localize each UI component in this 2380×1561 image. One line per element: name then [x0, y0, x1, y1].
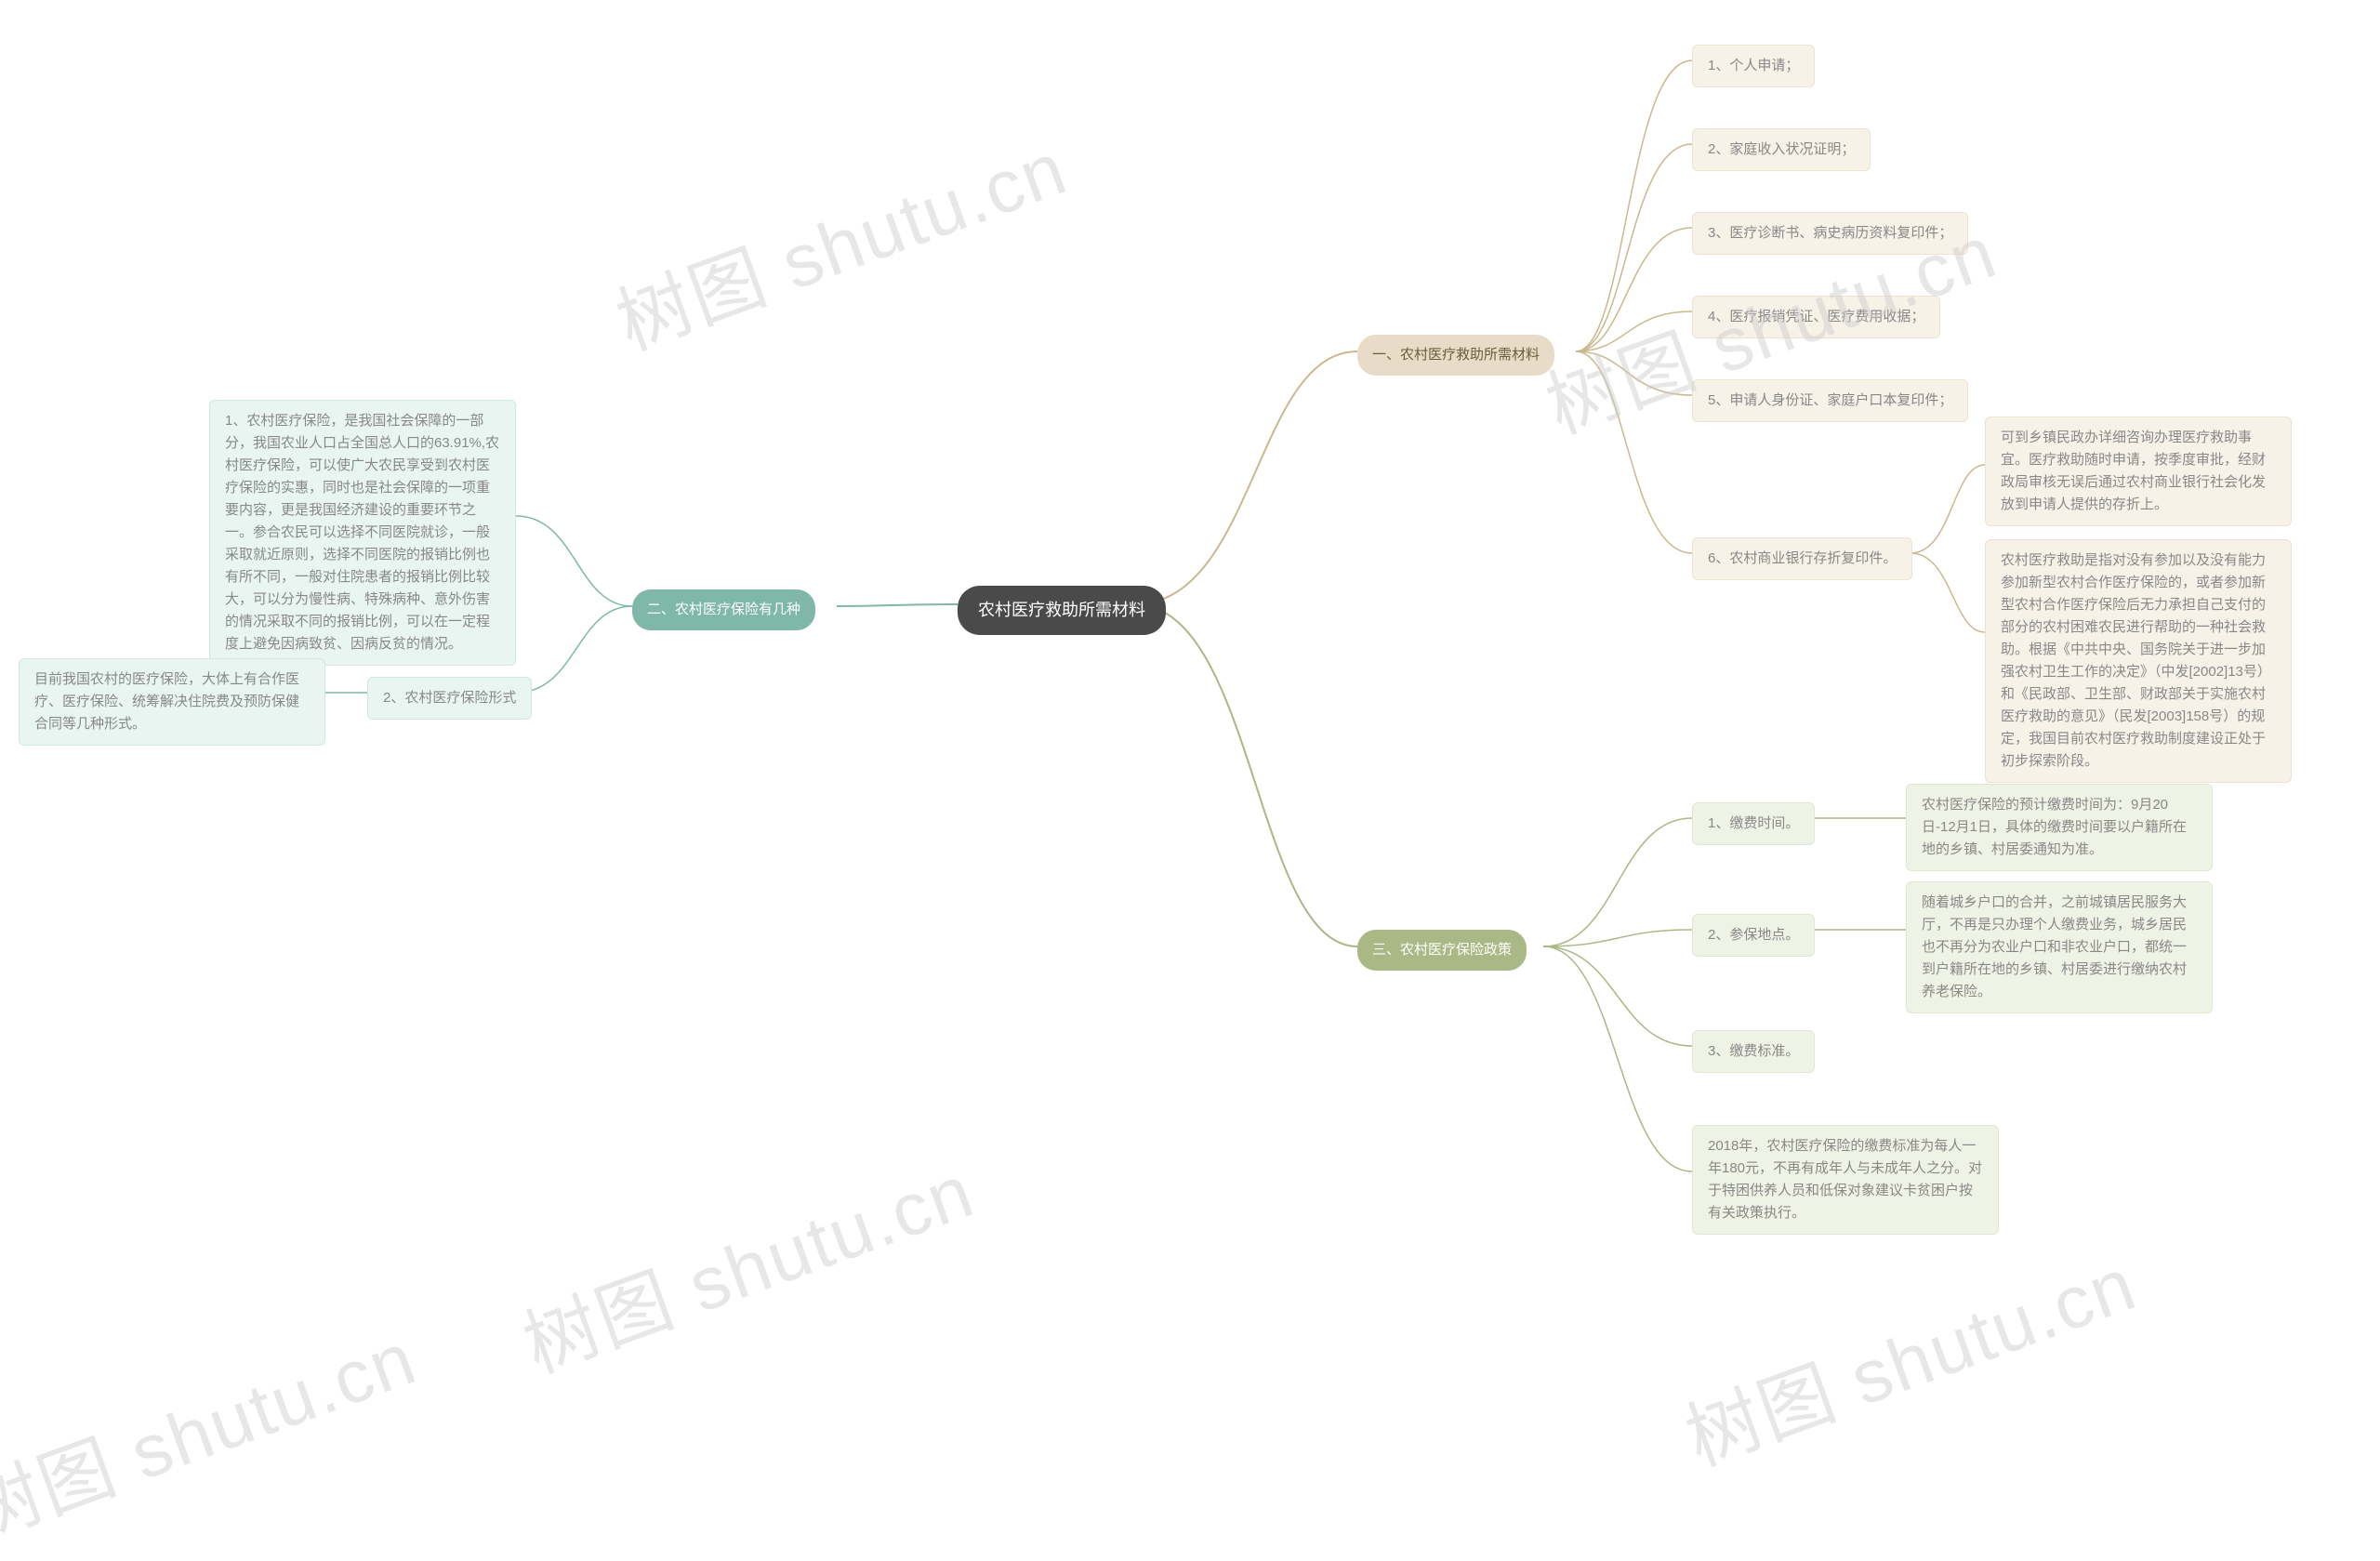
branch2-detail-2[interactable]: 目前我国农村的医疗保险，大体上有合作医疗、医疗保险、统筹解决住院费及预防保健合同… — [19, 658, 325, 746]
watermark: 树图 shutu.cn — [507, 1131, 986, 1394]
branch-3[interactable]: 三、农村医疗保险政策 — [1357, 930, 1527, 971]
branch3-detail-last[interactable]: 2018年，农村医疗保险的缴费标准为每人一年180元，不再有成年人与未成年人之分… — [1692, 1125, 1999, 1235]
branch3-item-0[interactable]: 1、缴费时间。 — [1692, 802, 1815, 845]
watermark: 树图 shutu.cn — [600, 109, 1079, 371]
branch3-item-1-detail[interactable]: 随着城乡户口的合并，之前城镇居民服务大厅，不再是只办理个人缴费业务，城乡居民也不… — [1906, 881, 2213, 1013]
watermark: 树图 shutu.cn — [0, 1299, 429, 1561]
mindmap-root[interactable]: 农村医疗救助所需材料 — [958, 586, 1166, 635]
branch1-detail-1[interactable]: 可到乡镇民政办详细咨询办理医疗救助事宜。医疗救助随时申请，按季度审批，经财政局审… — [1985, 417, 2292, 526]
branch3-item-0-detail[interactable]: 农村医疗保险的预计缴费时间为：9月20日-12月1日，具体的缴费时间要以户籍所在… — [1906, 784, 2213, 871]
branch3-item-2[interactable]: 3、缴费标准。 — [1692, 1030, 1815, 1073]
branch1-item-0[interactable]: 1、个人申请； — [1692, 45, 1815, 87]
branch1-detail-2[interactable]: 农村医疗救助是指对没有参加以及没有能力参加新型农村合作医疗保险的，或者参加新型农… — [1985, 539, 2292, 783]
branch2-detail-1[interactable]: 1、农村医疗保险，是我国社会保障的一部分，我国农业人口占全国总人口的63.91%… — [209, 400, 516, 666]
watermark: 树图 shutu.cn — [1669, 1224, 2149, 1487]
branch1-item-2[interactable]: 3、医疗诊断书、病史病历资料复印件； — [1692, 212, 1968, 255]
branch2-item-1[interactable]: 2、农村医疗保险形式 — [367, 677, 532, 720]
branch3-item-1[interactable]: 2、参保地点。 — [1692, 914, 1815, 957]
branch1-item-5[interactable]: 6、农村商业银行存折复印件。 — [1692, 537, 1912, 580]
branch-2[interactable]: 二、农村医疗保险有几种 — [632, 589, 815, 630]
branch-1[interactable]: 一、农村医疗救助所需材料 — [1357, 335, 1554, 376]
branch1-item-3[interactable]: 4、医疗报销凭证、医疗费用收据； — [1692, 296, 1940, 338]
branch1-item-4[interactable]: 5、申请人身份证、家庭户口本复印件； — [1692, 379, 1968, 422]
branch1-item-1[interactable]: 2、家庭收入状况证明； — [1692, 128, 1871, 171]
